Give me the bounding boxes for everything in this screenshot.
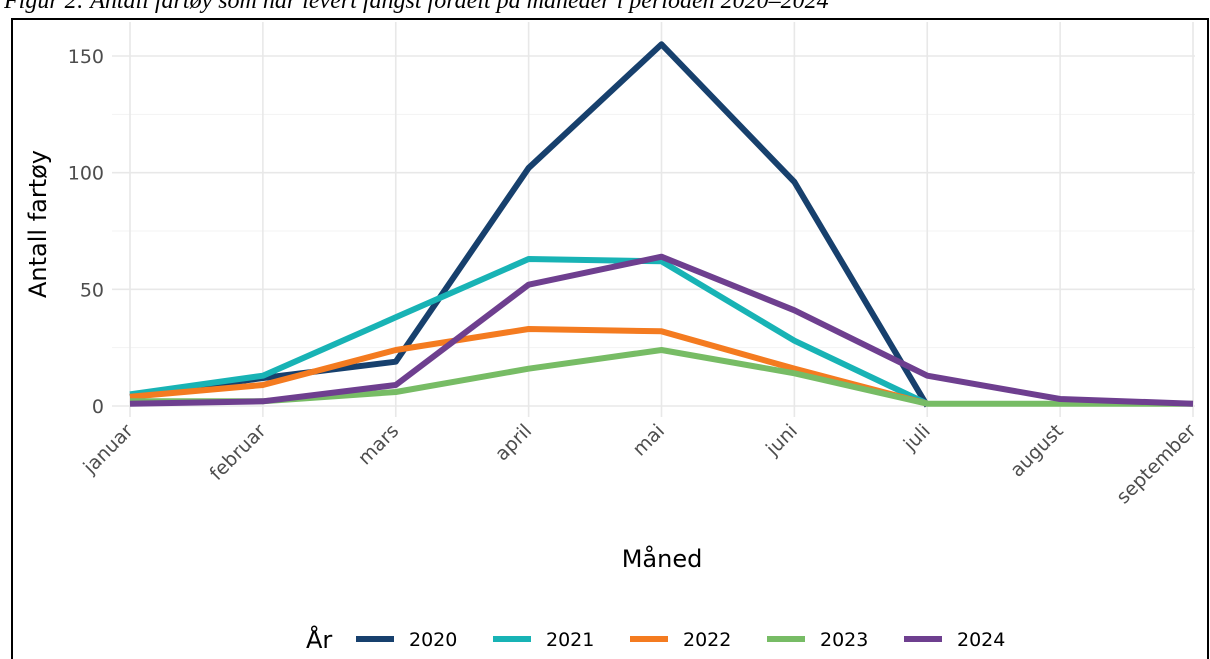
x-tick-label: januar (79, 420, 138, 479)
y-tick-label: 0 (92, 396, 104, 418)
series-line-2022 (129, 326, 929, 407)
y-axis-title: Antall fartøy (24, 150, 52, 298)
x-tick-label: juni (761, 420, 802, 461)
y-tick-label: 150 (68, 46, 104, 68)
x-tick-label: september (1112, 420, 1200, 508)
y-tick-label: 50 (80, 279, 104, 301)
grid-lines (112, 22, 1195, 417)
legend-label-2023: 2023 (820, 629, 868, 651)
legend: År 2020 2021 2022 2023 2024 (306, 625, 1005, 654)
x-tick-label: mai (628, 420, 669, 461)
legend-label-2021: 2021 (546, 629, 594, 651)
x-tick-label: august (1006, 420, 1068, 482)
series-line-2021 (129, 256, 929, 407)
axis-ticks: 0 50 100 150 januar februar mars april mai juni ju… (68, 46, 1201, 508)
legend-label-2024: 2024 (957, 629, 1005, 651)
legend-label-2020: 2020 (409, 629, 457, 651)
x-tick-label: februar (206, 420, 271, 485)
x-axis-title: Måned (622, 544, 703, 573)
legend-title: År (306, 625, 332, 654)
x-tick-label: juli (899, 420, 935, 456)
x-tick-label: april (491, 420, 536, 465)
figure-frame (11, 18, 1209, 659)
figure-caption: Figur 2: Antall fartøy som har levert fa… (4, 0, 829, 14)
y-tick-label: 100 (68, 163, 104, 185)
series-line-2024 (129, 253, 1194, 407)
x-tick-label: mars (354, 420, 403, 469)
series-lines (129, 41, 1194, 408)
legend-label-2022: 2022 (683, 629, 731, 651)
